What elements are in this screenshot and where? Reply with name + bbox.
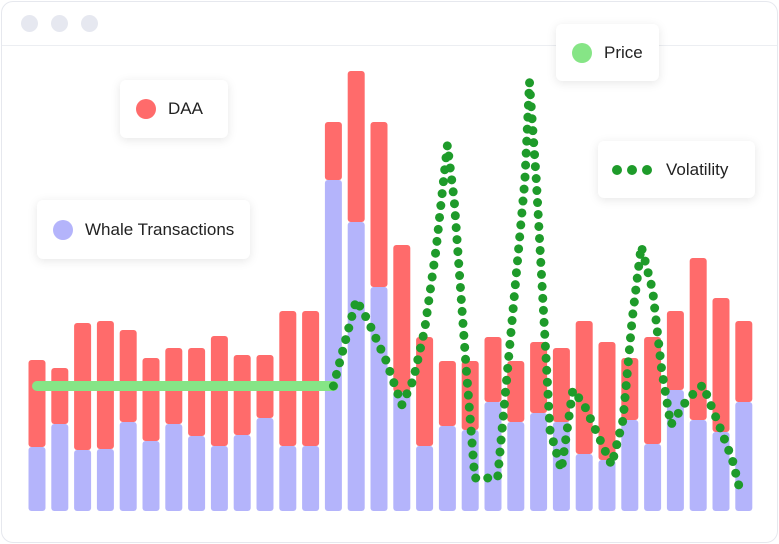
- bar-segment: [119, 330, 137, 422]
- bar-segment: [598, 342, 616, 460]
- legend-swatch: [53, 219, 73, 240]
- bar-segment: [530, 413, 548, 511]
- bar-segment: [28, 360, 46, 447]
- legend-swatch: [572, 42, 592, 63]
- bar-segment: [484, 337, 502, 402]
- legend-label: Price: [604, 42, 643, 62]
- bar-segment: [188, 436, 206, 511]
- bar-segment: [416, 446, 434, 511]
- bar-segment: [279, 311, 297, 446]
- bar-segment: [302, 446, 320, 511]
- bar-segment: [416, 337, 434, 446]
- bar-segment: [575, 454, 593, 511]
- bar-segment: [324, 122, 342, 180]
- bar-segment: [438, 426, 456, 511]
- legend-label: Whale Transactions: [85, 219, 235, 239]
- bar-segment: [96, 449, 114, 511]
- bar-segment: [507, 361, 525, 422]
- window-dot: [21, 15, 38, 32]
- bar-segment: [347, 71, 365, 222]
- bar-segment: [279, 446, 297, 511]
- bar-segment: [347, 222, 365, 511]
- bar-segment: [210, 446, 228, 511]
- bar-segment: [393, 245, 411, 392]
- bar-segment: [233, 355, 251, 435]
- bar-segment: [689, 420, 707, 511]
- legend-item: DAA: [120, 80, 228, 138]
- bar-segment: [28, 447, 46, 511]
- bar-segment: [370, 122, 388, 287]
- window-dot: [51, 15, 68, 32]
- bar-segment: [393, 392, 411, 511]
- legend-swatch: [136, 99, 156, 119]
- bar-segment: [233, 435, 251, 511]
- bar-segment: [621, 420, 639, 511]
- bar-segment: [644, 337, 662, 444]
- bar-segment: [735, 321, 753, 402]
- legend-item: Volatility: [598, 141, 755, 198]
- window-dot: [81, 15, 98, 32]
- bar-segment: [302, 311, 320, 446]
- legend-label: DAA: [168, 99, 203, 118]
- bar-segment: [598, 460, 616, 511]
- bar-segment: [484, 402, 502, 511]
- title-bar: [2, 2, 777, 46]
- bar-segment: [666, 311, 684, 390]
- bar-segment: [51, 368, 69, 424]
- bar-segment: [119, 422, 137, 511]
- bar-segment: [461, 430, 479, 511]
- bar-segment: [51, 424, 69, 511]
- bar-segment: [735, 402, 753, 511]
- bar-segment: [370, 287, 388, 511]
- bar-segment: [689, 258, 707, 420]
- bar-segment: [188, 348, 206, 436]
- bar-segment: [142, 358, 160, 441]
- bar-segment: [438, 361, 456, 426]
- bar-segment: [324, 180, 342, 511]
- legend-item: Whale Transactions: [37, 200, 250, 259]
- bar-segment: [142, 441, 160, 511]
- bar-segment: [552, 348, 570, 422]
- bar-segment: [712, 298, 730, 432]
- bar-segment: [165, 424, 183, 511]
- bar-segment: [507, 422, 525, 511]
- bar-segment: [530, 342, 548, 413]
- legend-item: Price: [556, 24, 659, 81]
- bar-segment: [712, 432, 730, 511]
- legend-swatch: [612, 164, 652, 175]
- bar-segment: [256, 418, 274, 511]
- bar-segment: [74, 450, 92, 511]
- bar-segment: [644, 444, 662, 511]
- bar-segment: [666, 390, 684, 511]
- bar-segment: [575, 321, 593, 454]
- legend-label: Volatility: [666, 159, 729, 179]
